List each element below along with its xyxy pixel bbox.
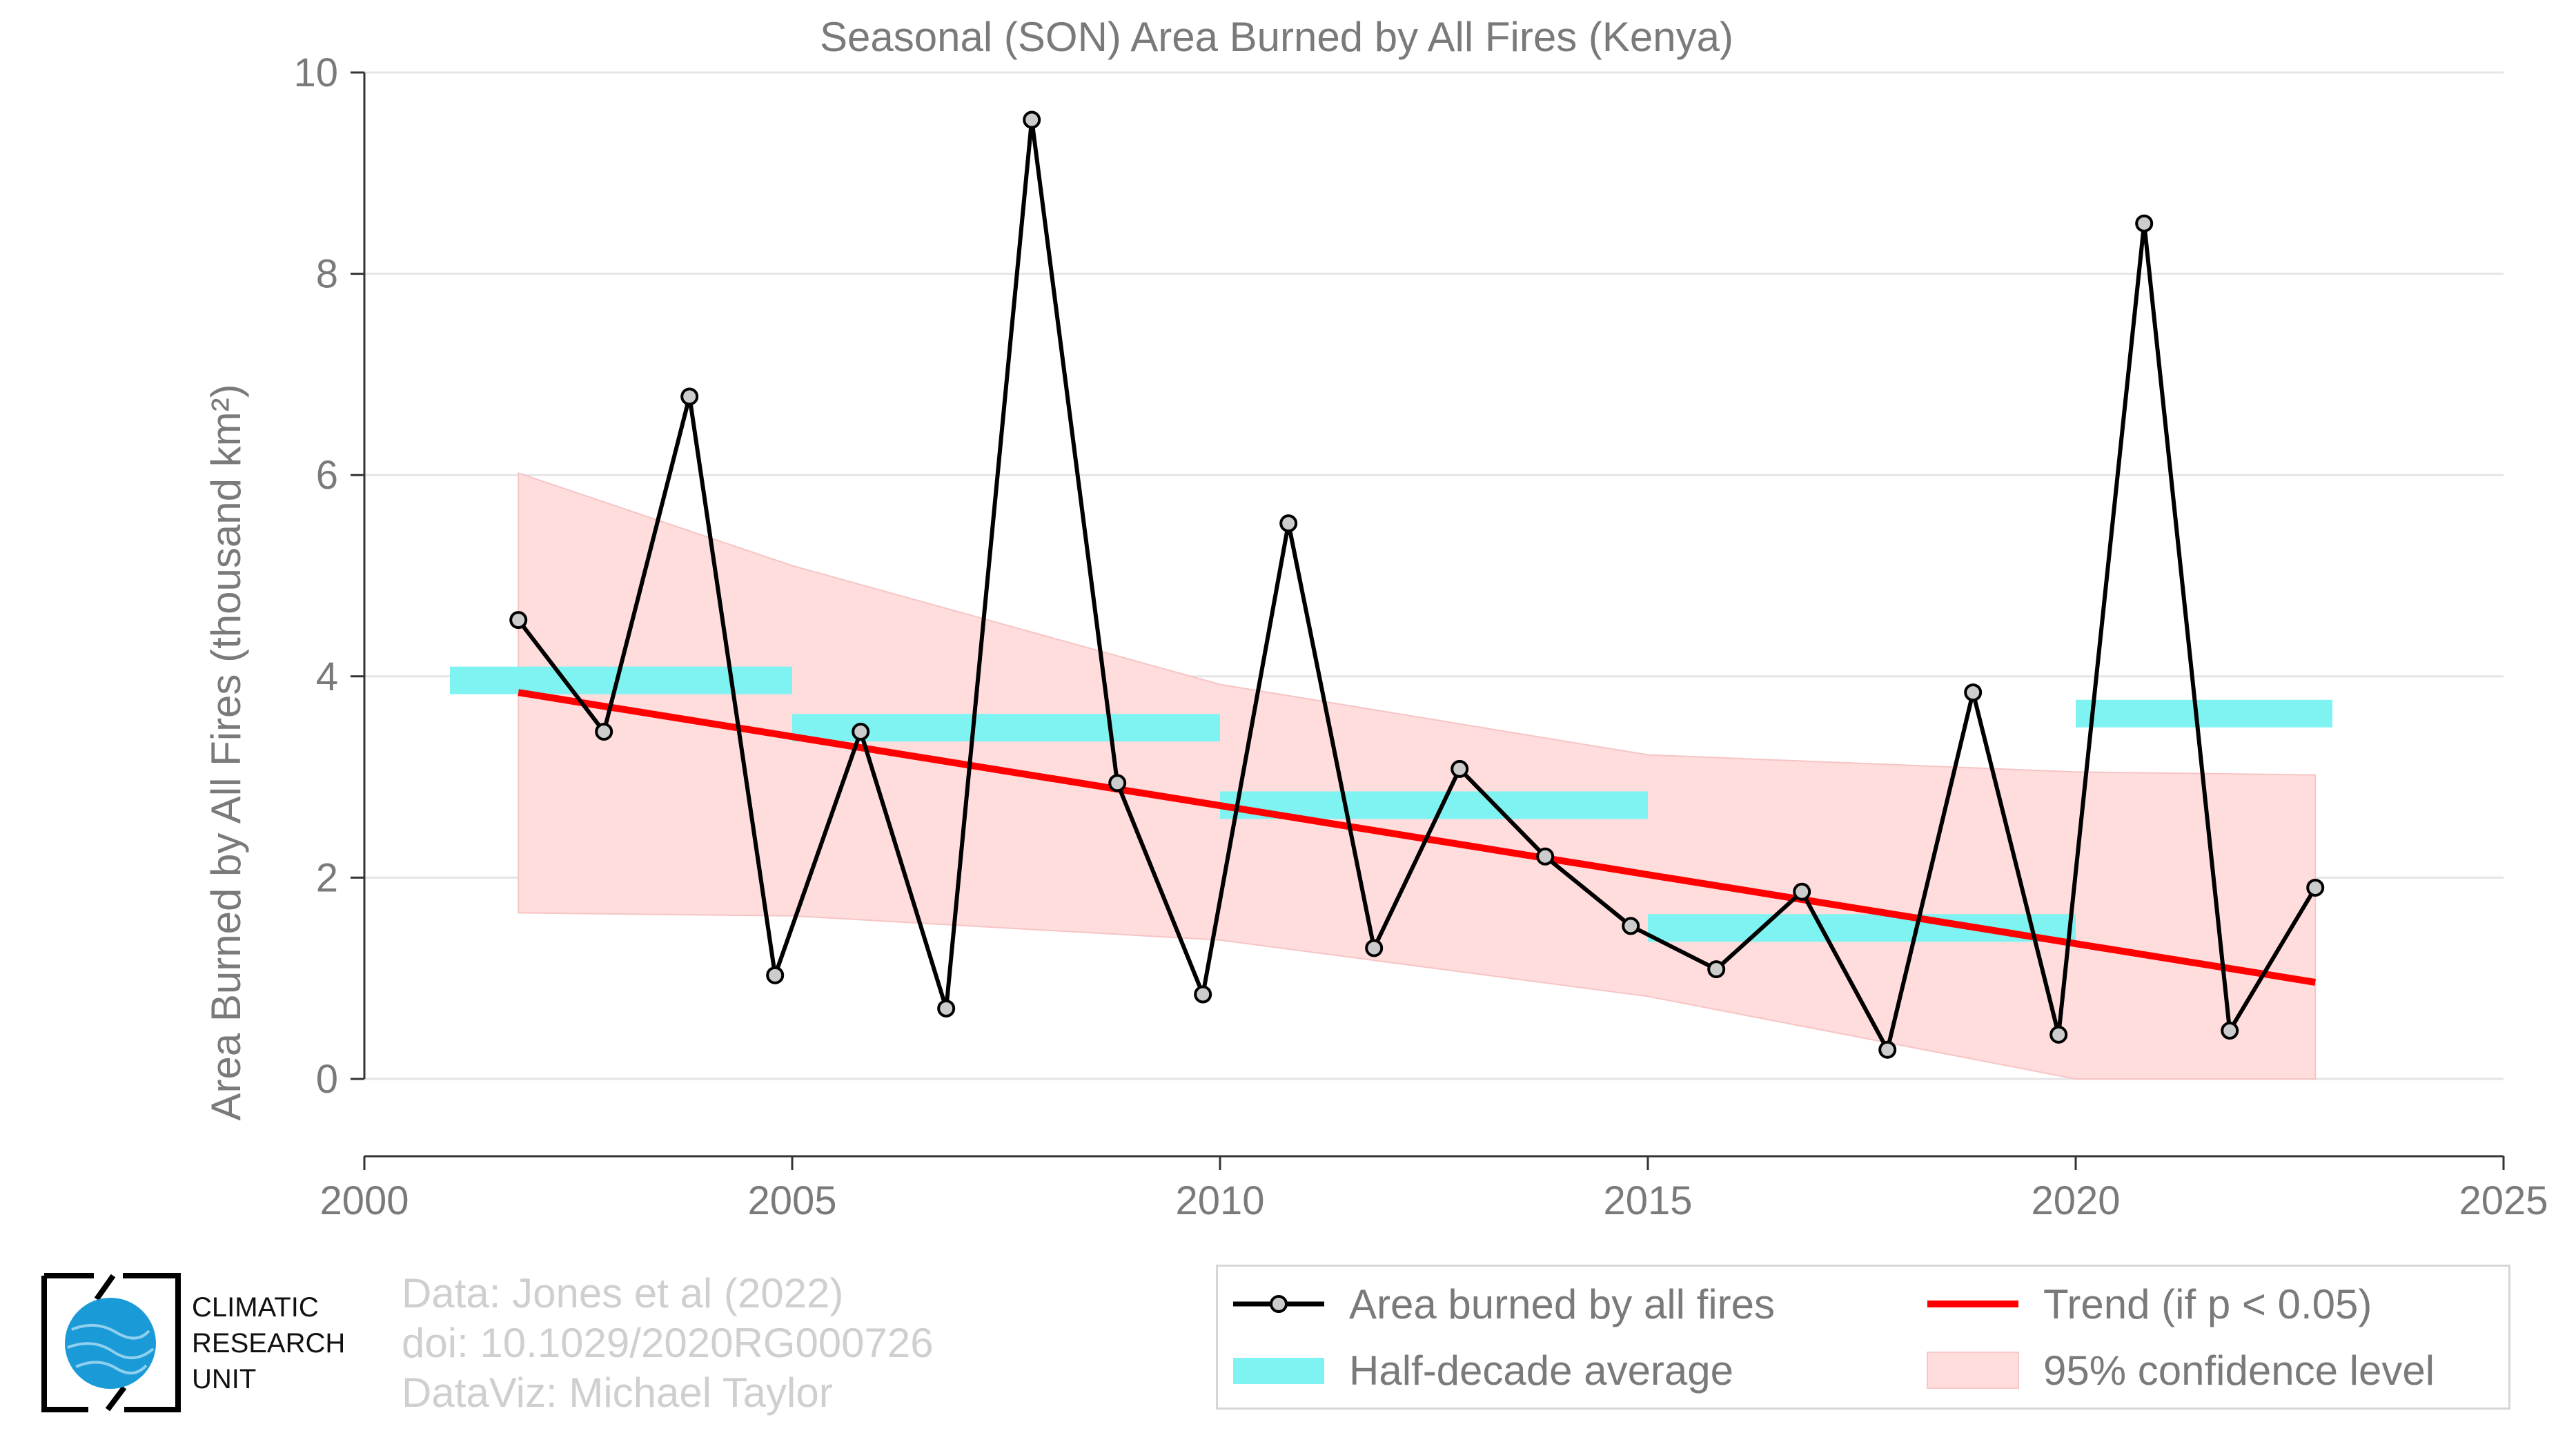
x-tick-label: 2010: [1175, 1178, 1264, 1223]
legend-half-decade-symbol: [1230, 1343, 1327, 1398]
legend-item-trend: Trend (if p < 0.05): [1925, 1276, 2372, 1332]
half-decade-layer: [450, 666, 2332, 942]
legend-trend-symbol: [1925, 1276, 2021, 1332]
data-point: [509, 611, 528, 630]
half-decade-bar: [1648, 914, 2076, 942]
y-tick-label: 0: [316, 1057, 338, 1102]
legend-label: Trend (if p < 0.05): [2043, 1280, 2372, 1327]
half-decade-bar: [2076, 699, 2332, 728]
data-point: [1023, 110, 1041, 129]
credits: Data: Jones et al (2022) doi: 10.1029/20…: [402, 1269, 934, 1418]
trend-layer: [518, 689, 2316, 986]
y-tick-label: 4: [316, 654, 338, 699]
legend-label: 95% confidence level: [2043, 1347, 2435, 1394]
data-point: [852, 722, 870, 741]
y-tick-label: 10: [293, 50, 338, 95]
org-line-1: CLIMATIC: [192, 1292, 319, 1323]
data-point: [1878, 1040, 1897, 1059]
x-tick-label: 2020: [2031, 1178, 2120, 1223]
x-tick-label: 2000: [319, 1178, 409, 1223]
credit-doi: doi: 10.1029/2020RG000726: [402, 1320, 934, 1366]
data-point: [937, 999, 956, 1017]
legend-item-half-decade: Half-decade average: [1230, 1343, 1733, 1398]
trend-line: [518, 689, 2316, 986]
data-point: [1793, 882, 1811, 901]
data-point: [680, 387, 699, 406]
legend-item-confidence: 95% confidence level: [1925, 1343, 2435, 1398]
y-tick-label: 6: [316, 453, 338, 498]
series-line-layer: [516, 117, 2317, 1052]
data-point: [1279, 514, 1298, 533]
data-point: [1622, 917, 1640, 935]
data-point: [1964, 683, 1983, 702]
y-tick-label: 2: [316, 855, 338, 900]
data-point: [1108, 774, 1127, 792]
data-point: [1451, 759, 1469, 778]
data-point: [1194, 985, 1212, 1004]
data-point: [766, 966, 785, 984]
chart-title: Seasonal (SON) Area Burned by All Fires …: [820, 14, 1733, 60]
axes: 0 2 4 6 8 10 2000 2005 2010 2015 2020 2025: [293, 50, 2548, 1223]
legend: Area burned by all fires Trend (if p < 0…: [1216, 1265, 2510, 1410]
cru-logo: [40, 1272, 182, 1414]
x-tick-label: 2005: [747, 1178, 836, 1223]
org-line-2: RESEARCH: [192, 1328, 346, 1359]
legend-confidence-symbol: [1925, 1343, 2021, 1398]
data-point: [595, 722, 613, 741]
data-point: [1707, 960, 1726, 979]
x-tick-label: 2015: [1603, 1178, 1692, 1223]
series-points-layer: [509, 110, 2325, 1059]
data-point: [2049, 1025, 2068, 1044]
area-burned-line: [516, 117, 2317, 1052]
credit-data-source: Data: Jones et al (2022): [402, 1270, 844, 1316]
data-point: [2135, 214, 2154, 233]
credit-dataviz: DataViz: Michael Taylor: [402, 1370, 833, 1416]
organization-name: CLIMATIC RESEARCH UNIT: [192, 1289, 345, 1397]
legend-line-marker-symbol: [1230, 1276, 1327, 1332]
data-point: [2221, 1022, 2239, 1040]
y-axis-label: Area Burned by All Fires (thousand km²): [203, 384, 249, 1120]
legend-item-area-burned: Area burned by all fires: [1230, 1276, 1775, 1332]
x-tick-label: 2025: [2459, 1178, 2548, 1223]
data-point: [1536, 847, 1555, 866]
data-point: [2306, 878, 2325, 897]
legend-label: Half-decade average: [1349, 1347, 1734, 1394]
legend-label: Area burned by all fires: [1349, 1280, 1775, 1327]
y-tick-label: 8: [316, 252, 338, 297]
org-line-3: UNIT: [192, 1364, 257, 1394]
data-point: [1365, 939, 1384, 957]
